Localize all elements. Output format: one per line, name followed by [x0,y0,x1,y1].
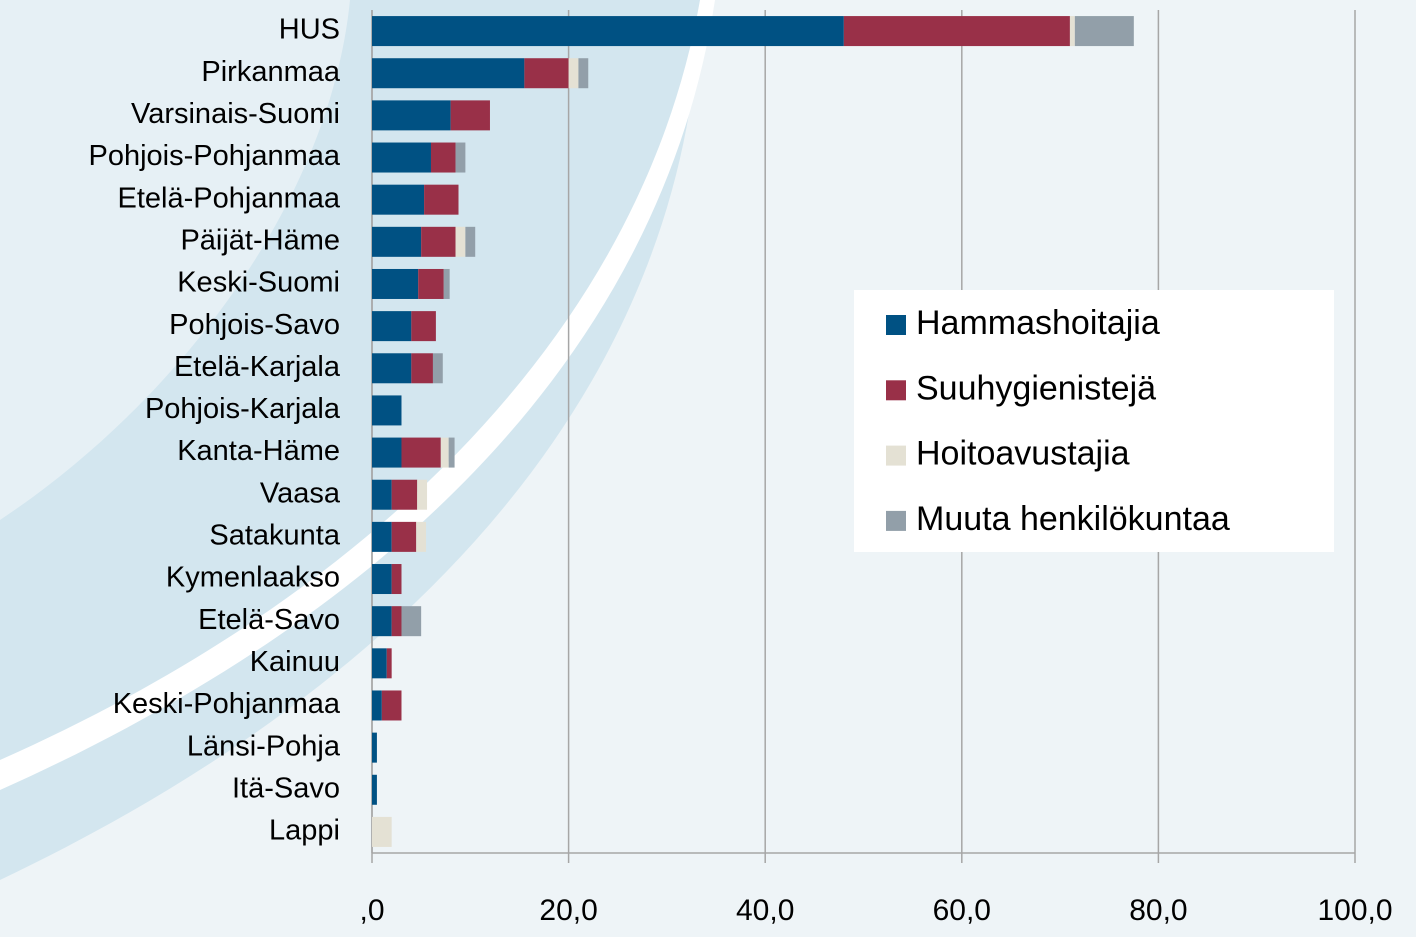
grid [371,10,1356,863]
bar-segment [381,690,402,721]
bar-segment [372,142,431,173]
y-tick-label: HUS [279,14,340,46]
y-tick-label: Vaasa [260,477,341,509]
y-tick-label: Etelä-Pohjanmaa [118,182,341,214]
bar-segment [418,268,444,299]
bar-segment [372,395,402,426]
y-tick-label: Kainuu [250,646,340,678]
bar-segment [843,16,1070,47]
bar-segment [372,606,392,637]
y-tick-label: Satakunta [209,520,340,552]
bar-segment [417,479,428,510]
bar-segment [524,58,569,89]
bar-segment [455,226,466,257]
y-tick-label: Keski-Suomi [177,267,340,299]
bar-segment [372,648,387,679]
x-tick-label: 20,0 [539,894,597,927]
bar-segment [372,58,525,89]
legend-swatch [886,445,906,466]
y-tick-label: Etelä-Savo [198,604,340,636]
bar-segment [372,437,402,468]
bar-segment [424,184,459,215]
y-tick-label: Päijät-Häme [180,224,340,256]
bar-segment [372,564,392,595]
bar-segment [568,58,579,89]
bar-segment [372,100,451,131]
bar-segment [391,564,402,595]
legend-swatch [886,315,906,335]
bar-segment [372,353,412,384]
legend-swatch [886,380,906,401]
legend-box [854,290,1334,552]
bar-segment [443,268,450,299]
bar-segment [416,521,427,552]
y-tick-label: Etelä-Karjala [174,351,341,383]
bar-segment [372,226,422,257]
legend-label: Suuhygienistejä [916,369,1156,407]
bar-segment [401,437,441,468]
legend: Hammashoitajia Suuhygienistejä Hoitoavusta… [886,304,1230,538]
x-tick-label: 60,0 [933,894,991,927]
bar-segment [372,479,392,510]
y-tick-label: Länsi-Pohja [187,730,341,762]
bar-segment [411,311,436,342]
y-tick-label: Pohjois-Pohjanmaa [89,140,341,172]
y-tick-label: Varsinais-Suomi [131,98,340,130]
y-tick-label: Pohjois-Karjala [145,393,341,425]
bar-segment [448,437,455,468]
bar-segment [372,774,377,805]
bar-segment [372,732,377,763]
y-tick-label: Pirkanmaa [201,56,340,88]
bar-segment [372,816,392,847]
bar-segment [372,184,425,215]
bar-segment [578,58,589,89]
bar-segment [391,479,418,510]
x-tick-label: 40,0 [736,894,794,927]
bar-segment [440,437,449,468]
bars [372,16,1134,847]
bar-segment [391,521,417,552]
y-tick-label: Itä-Savo [232,772,340,804]
legend-swatch [886,510,906,531]
bar-segment [450,100,490,131]
bar-segment [411,353,433,384]
bar-segment [386,648,392,679]
legend-label: Hammashoitajia [916,304,1160,342]
y-tick-label: Kymenlaakso [166,562,340,594]
legend-label: Hoitoavustajia [916,435,1130,473]
y-tick-label: Kanta-Häme [177,435,340,467]
bar-segment [401,606,422,637]
bar-segment [372,268,419,299]
background-swoosh-inner [0,0,350,520]
y-tick-label: Pohjois-Savo [169,309,340,341]
bar-segment [1069,16,1075,47]
bar-segment [421,226,456,257]
bar-segment [372,311,412,342]
x-tick-label: 80,0 [1129,894,1187,927]
bar-segment [430,142,456,173]
bar-segment [432,353,443,384]
bar-segment [465,226,476,257]
labels: ,0 20,0 40,0 60,0 80,0 100,0 HUS Pirkanmaa Varsi… [89,14,1393,927]
bar-segment [1074,16,1134,47]
bar-segment [455,142,466,173]
x-tick-label: 100,0 [1317,894,1392,927]
y-tick-label: Keski-Pohjanmaa [113,688,341,720]
bar-segment [391,606,402,637]
legend-label: Muuta henkilökuntaa [916,500,1230,538]
y-tick-label: Lappi [269,815,340,847]
bar-segment [372,521,392,552]
x-tick-label: ,0 [359,894,384,927]
bar-segment [372,16,844,47]
bar-segment [372,690,382,721]
